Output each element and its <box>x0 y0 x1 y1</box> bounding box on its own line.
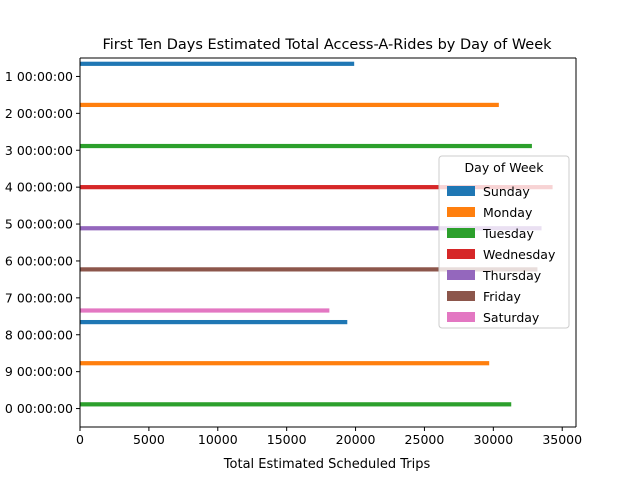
bar-tuesday-10 <box>80 402 512 407</box>
chart-title: First Ten Days Estimated Total Access-A-… <box>102 37 552 53</box>
x-axis-title: Total Estimated Scheduled Trips <box>223 457 431 472</box>
legend-label-friday: Friday <box>483 289 521 304</box>
y-tick-label: 7 00:00:00 <box>5 290 73 305</box>
legend-label-thursday: Thursday <box>482 268 542 283</box>
y-tick-label: 1 00:00:00 <box>5 69 73 84</box>
bar-monday-9 <box>80 361 490 366</box>
y-tick-label: 2 00:00:00 <box>5 106 73 121</box>
x-tick-label: 25000 <box>405 432 445 447</box>
y-tick-label: 9 00:00:00 <box>5 364 73 379</box>
y-tick-label: 3 00:00:00 <box>5 143 73 158</box>
legend: Day of Week Sunday Monday Tuesday Wednesday T… <box>438 155 570 329</box>
y-tick-label: 8 00:00:00 <box>5 327 73 342</box>
legend-label-wednesday: Wednesday <box>483 247 556 262</box>
legend-swatch-wednesday <box>447 249 475 259</box>
y-tick-label: 4 00:00:00 <box>5 180 73 195</box>
legend-frame <box>438 155 570 329</box>
y-tick-label: 5 00:00:00 <box>5 217 73 232</box>
bar-monday-2 <box>80 102 499 108</box>
bar-tuesday-3 <box>80 143 532 149</box>
x-tick-label: 10000 <box>198 432 238 447</box>
y-tick-label: 6 00:00:00 <box>5 253 73 268</box>
x-tick-label: 20000 <box>336 432 376 447</box>
x-tick-label: 5000 <box>133 432 165 447</box>
legend-swatch-saturday <box>447 312 475 322</box>
legend-label-tuesday: Tuesday <box>482 226 534 241</box>
legend-label-sunday: Sunday <box>483 184 530 199</box>
x-tick-label: 30000 <box>473 432 513 447</box>
bar-friday-6 <box>80 267 538 272</box>
bar-wednesday-4 <box>80 185 553 190</box>
legend-swatch-monday <box>447 207 475 217</box>
x-tick-label: 35000 <box>542 432 582 447</box>
legend-title: Day of Week <box>465 160 545 175</box>
bar-sunday-1 <box>80 61 355 66</box>
x-tick-label: 15000 <box>267 432 307 447</box>
legend-swatch-thursday <box>447 270 475 280</box>
legend-label-monday: Monday <box>483 205 533 220</box>
x-tick-label: 0 <box>76 432 84 447</box>
legend-swatch-friday <box>447 291 475 301</box>
legend-swatch-tuesday <box>447 228 475 238</box>
y-tick-label: 0 00:00:00 <box>5 401 73 416</box>
bar-sunday-8 <box>80 319 348 325</box>
bar-saturday-7 <box>80 308 330 313</box>
bar-thursday-5 <box>80 226 542 231</box>
legend-swatch-sunday <box>447 186 475 196</box>
legend-label-saturday: Saturday <box>483 310 540 325</box>
